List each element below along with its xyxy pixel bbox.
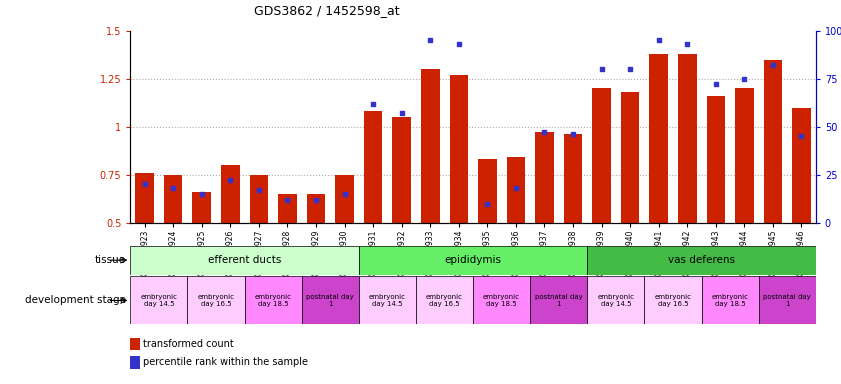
Bar xyxy=(587,276,644,324)
Point xyxy=(281,197,294,203)
Bar xyxy=(250,175,268,223)
Point xyxy=(367,101,380,107)
Point xyxy=(252,187,266,193)
Point xyxy=(566,131,579,137)
Point xyxy=(795,133,808,139)
Bar xyxy=(735,88,754,223)
Bar xyxy=(130,246,359,275)
Point xyxy=(623,66,637,72)
Bar xyxy=(478,159,497,223)
Bar xyxy=(706,96,725,223)
Point xyxy=(224,177,237,184)
Bar xyxy=(245,276,302,324)
Text: transformed count: transformed count xyxy=(143,339,234,349)
Point xyxy=(395,110,409,116)
Bar xyxy=(678,54,696,223)
Bar xyxy=(649,54,668,223)
Point xyxy=(338,191,352,197)
Text: postnatal day
1: postnatal day 1 xyxy=(306,294,354,307)
Text: embryonic
day 18.5: embryonic day 18.5 xyxy=(483,294,520,307)
Text: embryonic
day 18.5: embryonic day 18.5 xyxy=(711,294,748,307)
Bar xyxy=(587,246,816,275)
Point xyxy=(138,181,151,187)
Bar xyxy=(393,117,411,223)
Text: postnatal day
1: postnatal day 1 xyxy=(764,294,811,307)
Text: development stage: development stage xyxy=(25,295,126,306)
Point xyxy=(509,185,522,191)
Point xyxy=(652,37,665,43)
Text: vas deferens: vas deferens xyxy=(668,255,735,265)
Bar xyxy=(135,173,154,223)
Bar xyxy=(592,88,611,223)
Bar xyxy=(221,165,240,223)
Text: embryonic
day 16.5: embryonic day 16.5 xyxy=(654,294,691,307)
Bar xyxy=(563,134,582,223)
Point xyxy=(595,66,608,72)
Point xyxy=(680,41,694,47)
Bar xyxy=(535,132,553,223)
Bar xyxy=(792,108,811,223)
Bar xyxy=(449,75,468,223)
Bar xyxy=(421,69,440,223)
Text: GDS3862 / 1452598_at: GDS3862 / 1452598_at xyxy=(254,4,399,17)
Text: embryonic
day 16.5: embryonic day 16.5 xyxy=(198,294,235,307)
Bar xyxy=(336,175,354,223)
Bar xyxy=(130,338,140,350)
Text: postnatal day
1: postnatal day 1 xyxy=(535,294,583,307)
Bar xyxy=(359,246,587,275)
Bar xyxy=(188,276,245,324)
Point xyxy=(309,197,323,203)
Point xyxy=(452,41,466,47)
Text: embryonic
day 14.5: embryonic day 14.5 xyxy=(597,294,634,307)
Text: tissue: tissue xyxy=(95,255,126,265)
Bar xyxy=(473,276,530,324)
Point xyxy=(537,129,551,136)
Bar xyxy=(621,92,639,223)
Bar xyxy=(278,194,297,223)
Bar xyxy=(701,276,759,324)
Text: percentile rank within the sample: percentile rank within the sample xyxy=(143,358,309,367)
Bar xyxy=(130,356,140,369)
Point xyxy=(424,37,437,43)
Bar xyxy=(759,276,816,324)
Bar xyxy=(530,276,587,324)
Bar xyxy=(506,157,525,223)
Bar xyxy=(193,192,211,223)
Text: embryonic
day 16.5: embryonic day 16.5 xyxy=(426,294,463,307)
Point xyxy=(195,191,209,197)
Point xyxy=(709,81,722,88)
Bar xyxy=(764,60,782,223)
Point xyxy=(167,185,180,191)
Text: embryonic
day 18.5: embryonic day 18.5 xyxy=(255,294,292,307)
Bar xyxy=(644,276,701,324)
Text: embryonic
day 14.5: embryonic day 14.5 xyxy=(140,294,177,307)
Text: efferent ducts: efferent ducts xyxy=(208,255,281,265)
Bar xyxy=(416,276,473,324)
Point xyxy=(738,76,751,82)
Text: embryonic
day 14.5: embryonic day 14.5 xyxy=(369,294,406,307)
Bar xyxy=(359,276,416,324)
Bar xyxy=(307,194,325,223)
Point xyxy=(766,62,780,68)
Bar xyxy=(130,276,188,324)
Bar xyxy=(364,111,383,223)
Bar xyxy=(302,276,359,324)
Point xyxy=(480,200,494,207)
Bar xyxy=(164,175,182,223)
Text: epididymis: epididymis xyxy=(445,255,501,265)
